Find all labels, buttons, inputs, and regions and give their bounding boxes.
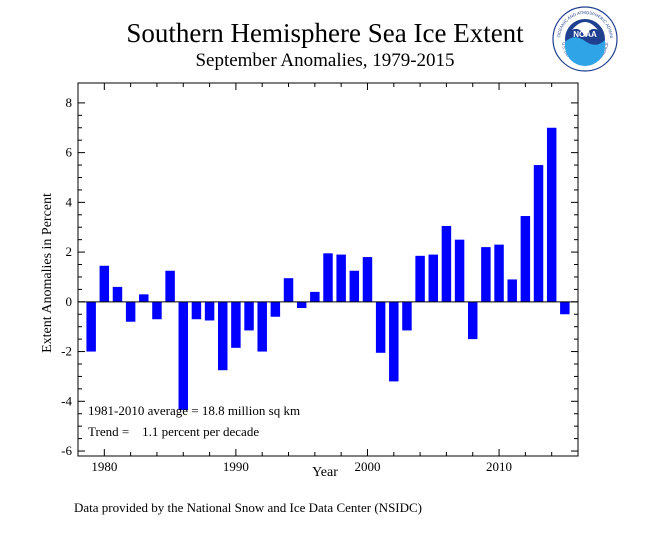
chart-subtitle: September Anomalies, 1979-2015 bbox=[195, 50, 454, 71]
y-axis-label: Extent Anomalies in Percent bbox=[40, 193, 55, 353]
chart-title: Southern Hemisphere Sea Ice Extent bbox=[126, 18, 524, 48]
x-tick-label: 2010 bbox=[486, 459, 512, 474]
x-tick-label: 2000 bbox=[354, 459, 380, 474]
y-tick-label: 6 bbox=[66, 145, 73, 160]
bar-1997 bbox=[323, 253, 333, 302]
ticks: -6 -4 -2 0 2 4 6 8 1980 1990 2000 2010 bbox=[61, 83, 579, 474]
bar-1989 bbox=[218, 301, 228, 371]
bar-1996 bbox=[310, 291, 320, 302]
bar-1991 bbox=[244, 301, 254, 331]
bar-1980 bbox=[99, 265, 110, 302]
bar-1999 bbox=[349, 270, 360, 302]
bar-2015 bbox=[560, 301, 570, 315]
bars bbox=[86, 127, 570, 410]
svg-text:NOAA: NOAA bbox=[573, 30, 597, 39]
bar-2007 bbox=[454, 239, 465, 302]
bar-1990 bbox=[231, 301, 241, 348]
bar-1984 bbox=[152, 301, 162, 320]
bar-2003 bbox=[402, 301, 412, 331]
y-tick-label: -2 bbox=[61, 344, 72, 359]
data-source-footer: Data provided by the National Snow and I… bbox=[74, 500, 422, 515]
x-tick-label: 1990 bbox=[223, 459, 249, 474]
bar-2013 bbox=[533, 165, 544, 302]
y-tick-label: -6 bbox=[61, 443, 72, 458]
bar-1983 bbox=[139, 294, 149, 302]
bar-1985 bbox=[165, 270, 175, 302]
bar-1993 bbox=[270, 301, 281, 317]
bar-1992 bbox=[257, 301, 267, 352]
y-tick-label: -4 bbox=[61, 393, 72, 408]
annotation-average: 1981-2010 average = 18.8 million sq km bbox=[88, 403, 300, 418]
bar-1987 bbox=[191, 301, 202, 320]
bar-2011 bbox=[507, 279, 517, 302]
bar-1994 bbox=[283, 278, 294, 302]
plot-frame bbox=[77, 82, 579, 457]
bar-2009 bbox=[481, 247, 491, 302]
x-axis-label: Year bbox=[312, 465, 338, 480]
y-tick-label: 8 bbox=[66, 95, 73, 110]
x-tick-label: 1980 bbox=[91, 459, 117, 474]
bar-1981 bbox=[112, 286, 123, 302]
bar-2012 bbox=[520, 216, 531, 302]
noaa-seal-icon: NATIONAL OCEANIC AND ATMOSPHERIC ADMINIS… bbox=[550, 2, 618, 72]
y-tick-label: 4 bbox=[66, 194, 73, 209]
bar-1979 bbox=[86, 301, 96, 352]
bar-2005 bbox=[428, 254, 438, 302]
bar-1995 bbox=[296, 301, 307, 309]
bar-2001 bbox=[375, 301, 386, 353]
bar-1986 bbox=[178, 301, 188, 410]
bar-2008 bbox=[468, 301, 478, 340]
bar-2014 bbox=[546, 127, 557, 302]
bar-1982 bbox=[125, 301, 136, 322]
bar-2006 bbox=[441, 225, 452, 302]
annotation-trend: Trend = 1.1 percent per decade bbox=[88, 424, 259, 439]
y-tick-label: 2 bbox=[66, 244, 73, 259]
y-tick-label: 0 bbox=[66, 294, 73, 309]
bar-2010 bbox=[494, 244, 504, 302]
bar-2002 bbox=[389, 301, 399, 382]
bar-2004 bbox=[415, 255, 425, 302]
bar-1998 bbox=[336, 254, 346, 302]
bar-1988 bbox=[204, 301, 215, 321]
bar-2000 bbox=[362, 257, 373, 302]
noaa-logo: NATIONAL OCEANIC AND ATMOSPHERIC ADMINIS… bbox=[550, 2, 618, 72]
